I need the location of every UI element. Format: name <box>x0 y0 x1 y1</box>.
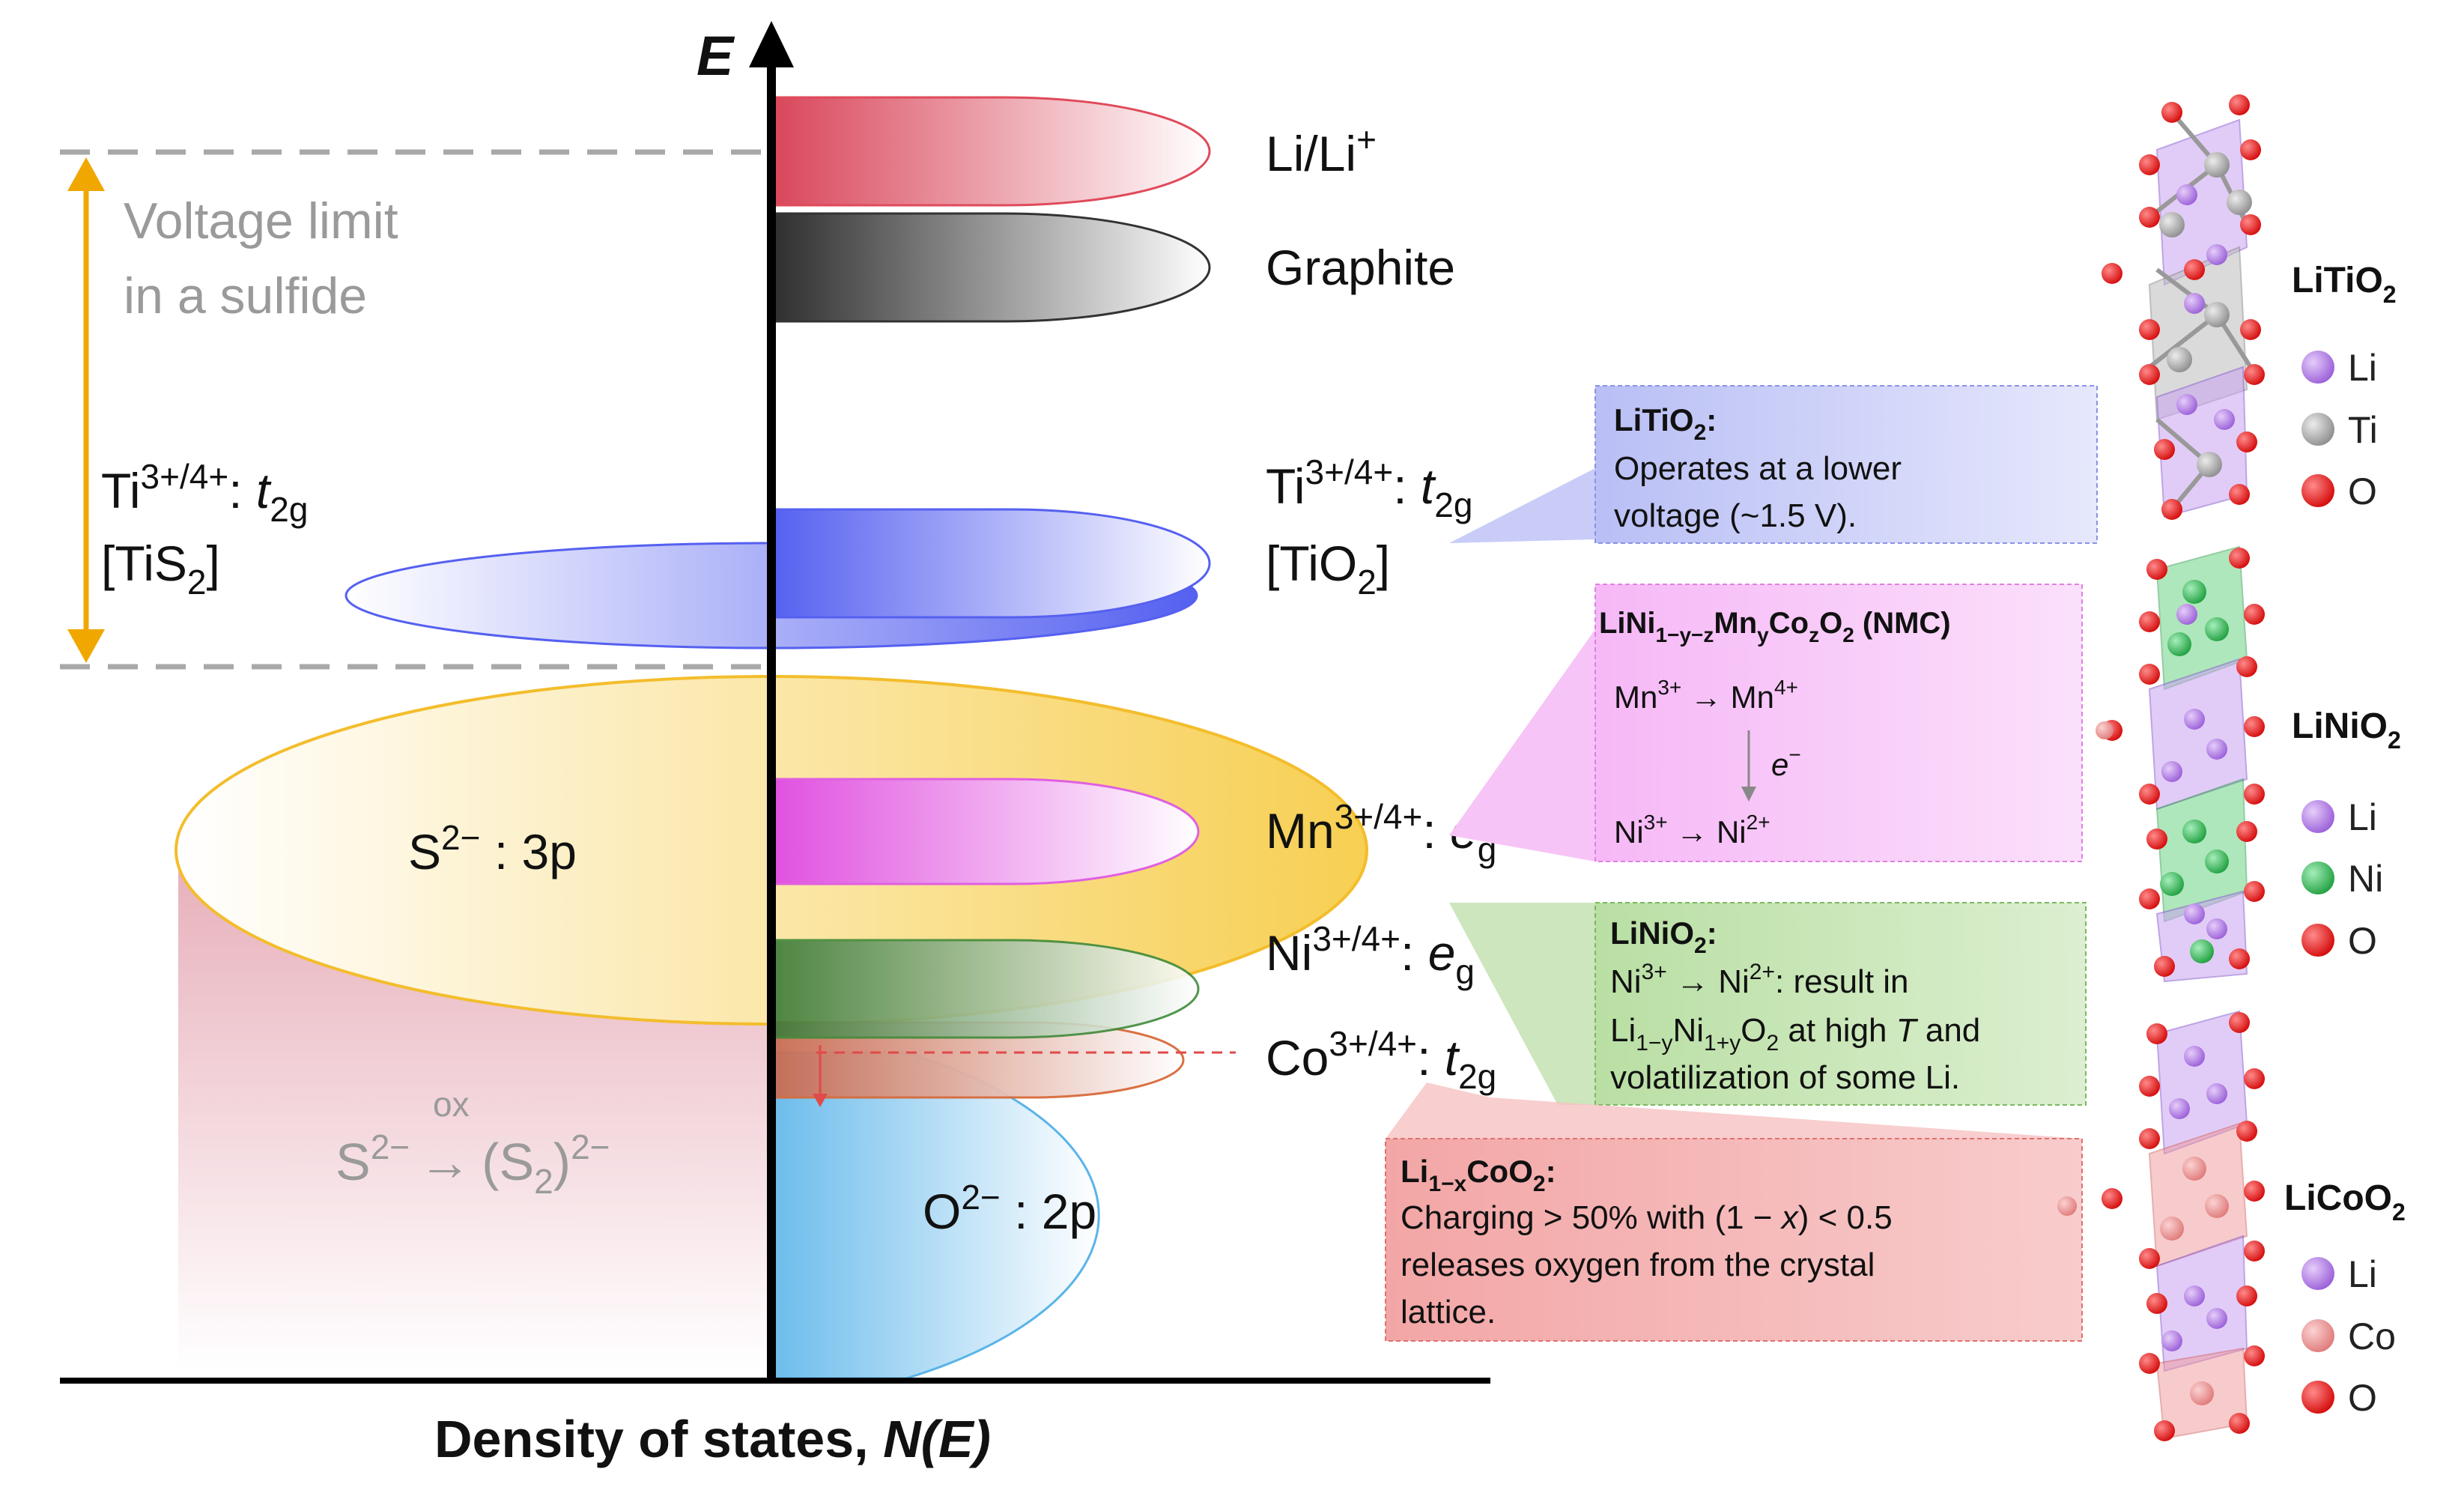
litio2-callout-box <box>1594 385 2098 544</box>
litio2-legend: Li Ti O <box>2301 347 2378 512</box>
nmc-callout-title: LiNi1−y−zMnyCozO2 (NMC) <box>1599 607 1951 646</box>
licoo2-callout-line3: lattice. <box>1401 1294 1496 1330</box>
energy-axis-arrowhead <box>749 21 794 67</box>
co-t2g-label: Co3+/4+: t2g <box>1266 1024 1496 1096</box>
tis2-label: [TiS2] <box>101 536 220 602</box>
linio2-callout-pointer <box>1449 903 1595 1105</box>
linio2-material-name: LiNiO2 <box>2292 706 2401 754</box>
ni-eg-label: Ni3+/4+: eg <box>1266 919 1475 991</box>
nmc-ni-reaction: Ni3+ → Ni2+ <box>1614 811 1770 850</box>
litio2-crystal-structure <box>2102 94 2265 520</box>
litio2-legend-li: Li <box>2348 347 2377 389</box>
litio2-callout-line1: Operates at a lower <box>1614 450 1902 487</box>
s-oxidation-reaction: S2− → (S2)2− <box>336 1127 610 1201</box>
ti-tis2-label: Ti3+/4+: t2g <box>101 457 308 529</box>
linio2-callout-line1: Ni3+ → Ni2+: result in <box>1610 960 1909 1000</box>
licoo2-callout-pointer <box>1386 1082 2082 1139</box>
licoo2-callout-box <box>1385 1138 2083 1342</box>
graphite-band <box>770 212 1211 323</box>
linio2-callout-title: LiNiO2: <box>1610 915 1717 958</box>
linio2-legend-li: Li <box>2348 796 2377 838</box>
litio2-material-name: LiTiO2 <box>2292 261 2397 308</box>
linio2-callout-line3: volatilization of some Li. <box>1610 1059 1960 1096</box>
nmc-electron-arrow-head <box>1741 787 1756 802</box>
linio2-callout-line2: Li1−yNi1+yO2 at high T and <box>1610 1012 1980 1056</box>
linio2-callout-box <box>1594 902 2087 1106</box>
litio2-callout-title: LiTiO2: <box>1614 402 1717 445</box>
voltage-limit-line2: in a sulfide <box>124 267 367 324</box>
nmc-mn-reaction: Mn3+ → Mn4+ <box>1614 676 1798 715</box>
li-label: Li/Li+ <box>1266 120 1377 181</box>
co-overlap-arrow-head <box>813 1094 828 1107</box>
licoo2-legend-li: Li <box>2348 1253 2377 1295</box>
graphite-label: Graphite <box>1266 240 1455 295</box>
litio2-callout-line2: voltage (~1.5 V). <box>1614 497 1857 534</box>
li-band <box>770 96 1211 207</box>
linio2-legend: Li Ni O <box>2301 796 2383 962</box>
voltage-limit-line1: Voltage limit <box>124 193 398 249</box>
litio2-callout-pointer <box>1449 468 1595 543</box>
tio2-label: [TiO2] <box>1266 536 1390 602</box>
nmc-electron-label: e− <box>1771 743 1801 782</box>
licoo2-legend: Li Co O <box>2301 1253 2396 1419</box>
licoo2-crystal-structure <box>2057 1010 2265 1441</box>
licoo2-callout-line2: releases oxygen from the crystal <box>1401 1247 1875 1283</box>
licoo2-callout-title: Li1−xCoO2: <box>1401 1154 1556 1196</box>
ni-eg-band <box>770 939 1200 1039</box>
licoo2-legend-o: O <box>2348 1377 2377 1419</box>
o-2p-label: O2− : 2p <box>923 1178 1096 1239</box>
linio2-legend-o: O <box>2348 920 2377 962</box>
ti-tio2-label: Ti3+/4+: t2g <box>1266 452 1472 524</box>
voltage-arrow-head-bottom <box>67 629 105 663</box>
nmc-callout-pointer <box>1449 629 1595 861</box>
litio2-legend-ti: Ti <box>2348 409 2378 451</box>
litio2-legend-o: O <box>2348 470 2377 512</box>
x-axis-label: Density of states, N(E) <box>434 1410 991 1468</box>
y-axis-label: E <box>697 25 735 87</box>
nmc-callout-box <box>1594 584 2083 862</box>
licoo2-callout-line1: Charging > 50% with (1 − x) < 0.5 <box>1401 1199 1893 1236</box>
mn-eg-band <box>770 778 1200 885</box>
linio2-legend-ni: Ni <box>2348 858 2383 900</box>
licoo2-material-name: LiCoO2 <box>2284 1178 2406 1226</box>
s-3p-label: S2− : 3p <box>408 818 577 879</box>
licoo2-legend-co: Co <box>2348 1315 2396 1357</box>
ox-label: ox <box>433 1085 470 1124</box>
ti-tio2-band <box>770 508 1211 619</box>
linio2-crystal-structure <box>2096 545 2265 983</box>
voltage-arrow-head-top <box>67 157 105 191</box>
